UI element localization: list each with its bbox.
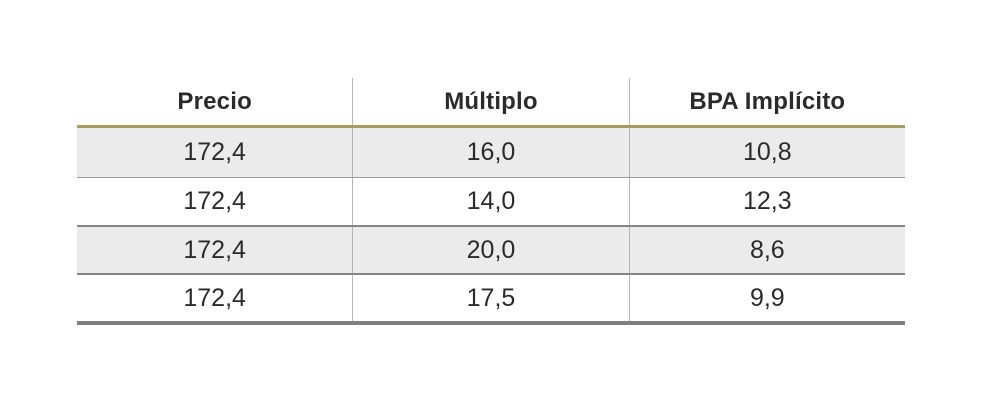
table-cell-multiplo: 20,0 (352, 227, 628, 273)
table-cell-bpa-implicito: 10,8 (628, 128, 905, 177)
table-cell-precio: 172,4 (183, 283, 246, 312)
table-cell-multiplo: 16,0 (352, 128, 628, 177)
table-cell-multiplo: 17,5 (352, 275, 628, 321)
table-row: 172,4 20,0 8,6 (77, 227, 905, 275)
table-cell-bpa-implicito: 12,3 (628, 178, 905, 225)
table-cell-precio: 172,4 (183, 138, 246, 166)
column-header-bpa-implicito: BPA Implícito (628, 78, 905, 125)
valuation-sensitivity-table: Precio Múltiplo BPA Implícito 172,4 16,0… (77, 78, 905, 325)
table-row: 172,4 17,5 9,9 (77, 275, 905, 321)
table-cell-bpa-implicito: 9,9 (628, 275, 905, 321)
table-header-row: Precio Múltiplo BPA Implícito (77, 78, 905, 128)
table-row: 172,4 16,0 10,8 (77, 128, 905, 178)
table-cell-precio: 172,4 (183, 235, 246, 264)
table-cell-multiplo: 14,0 (352, 178, 628, 225)
column-header-precio: Precio (177, 87, 252, 115)
table-row: 172,4 14,0 12,3 (77, 178, 905, 227)
table-cell-bpa-implicito: 8,6 (628, 227, 905, 273)
table-cell-precio: 172,4 (183, 187, 246, 215)
column-header-multiplo: Múltiplo (352, 78, 628, 125)
